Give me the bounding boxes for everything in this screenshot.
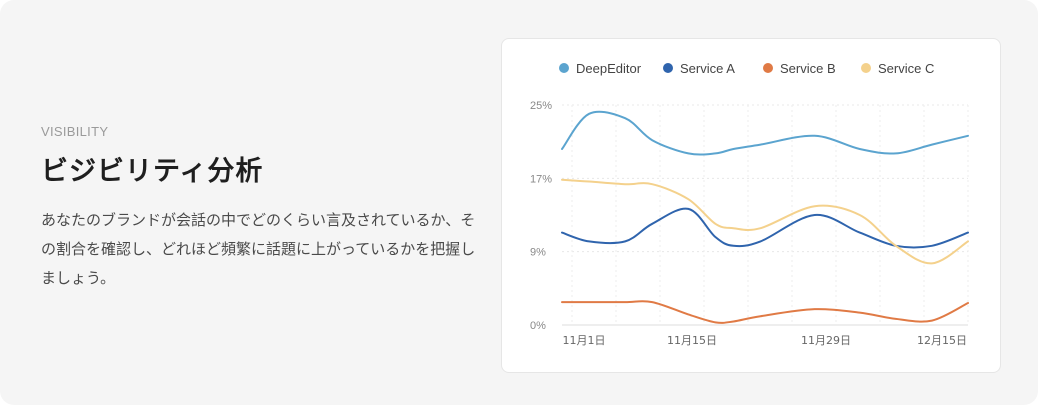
series-line-service-a <box>561 207 969 249</box>
legend-marker-service-a <box>663 63 673 73</box>
legend-label: Service C <box>878 61 934 76</box>
legend-marker-deepeditor <box>559 63 569 73</box>
series-line-deepeditor <box>561 110 969 156</box>
x-tick-label: 11月15日 <box>667 334 717 347</box>
legend-marker-service-b <box>763 63 773 73</box>
section-description: あなたのブランドが会話の中でどのくらい言及されているか、その割合を確認し、どれほ… <box>41 211 476 287</box>
series-line-service-b <box>561 300 969 324</box>
series-line-service-c <box>561 178 969 265</box>
chart-card: 25% 17% 9% 0% 11月1日 11月15日 11月29日 12月15日 DeepEdi… <box>501 38 1001 373</box>
legend-label: DeepEditor <box>576 61 642 76</box>
x-tick-label: 11月29日 <box>801 334 851 347</box>
legend-label: Service A <box>680 61 735 76</box>
legend-label: Service B <box>780 61 836 76</box>
section-title: ビジビリティ分析 <box>41 156 264 187</box>
y-tick-label: 0% <box>530 320 546 332</box>
section-eyebrow: VISIBILITY <box>41 124 109 139</box>
x-tick-label: 11月1日 <box>563 334 606 347</box>
section-text: VISIBILITY ビジビリティ分析 あなたのブランドが会話の中でどのくらい言… <box>41 124 481 293</box>
y-tick-label: 17% <box>530 173 552 185</box>
legend-marker-service-c <box>861 63 871 73</box>
visibility-line-chart: 25% 17% 9% 0% 11月1日 11月15日 11月29日 12月15日 DeepEdi… <box>530 61 969 347</box>
x-tick-label: 12月15日 <box>917 334 967 347</box>
y-tick-label: 9% <box>530 247 546 259</box>
y-tick-label: 25% <box>530 100 552 112</box>
